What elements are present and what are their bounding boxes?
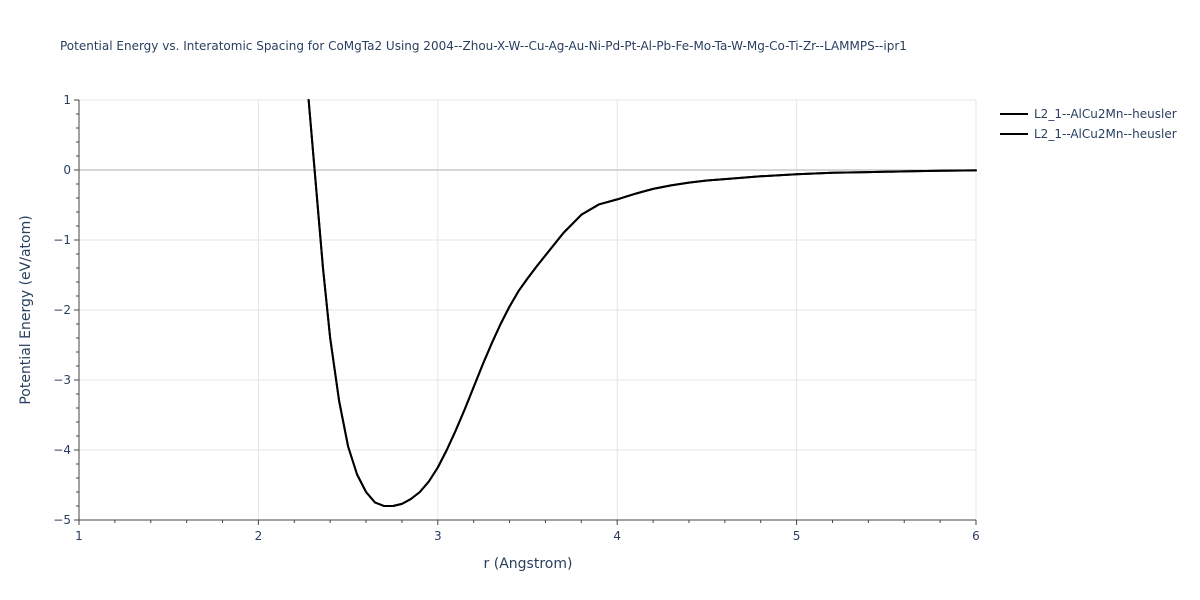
y-tick-label: −5 — [53, 513, 71, 527]
y-axis-ticks: −5 −4 −3 −2 −1 0 1 — [53, 93, 79, 527]
y-tick-label: 0 — [63, 163, 71, 177]
x-axis-label: r (Angstrom) — [484, 556, 573, 572]
x-axis-ticks: 1 2 3 4 5 6 — [75, 520, 980, 543]
x-tick-label: 3 — [434, 529, 442, 543]
y-axis-label: Potential Energy (eV/atom) — [18, 215, 34, 404]
x-tick-label: 2 — [255, 529, 263, 543]
y-tick-label: 1 — [63, 93, 71, 107]
series-line-2 — [307, 99, 977, 507]
legend-label: L2_1--AlCu2Mn--heusler — [1034, 107, 1177, 121]
y-tick-label: −3 — [53, 373, 71, 387]
chart-title: Potential Energy vs. Interatomic Spacing… — [60, 39, 907, 53]
x-tick-label: 6 — [972, 529, 980, 543]
x-tick-label: 5 — [793, 529, 801, 543]
series-line-1 — [307, 99, 977, 507]
legend-label: L2_1--AlCu2Mn--heusler — [1034, 127, 1177, 141]
x-tick-label: 1 — [75, 529, 83, 543]
legend: L2_1--AlCu2Mn--heusler L2_1--AlCu2Mn--heu… — [1000, 107, 1177, 141]
series-lines — [307, 99, 977, 507]
grid-lines — [79, 99, 977, 520]
x-tick-label: 4 — [613, 529, 621, 543]
y-tick-label: −4 — [53, 443, 71, 457]
y-tick-label: −2 — [53, 303, 71, 317]
y-tick-label: −1 — [53, 233, 71, 247]
